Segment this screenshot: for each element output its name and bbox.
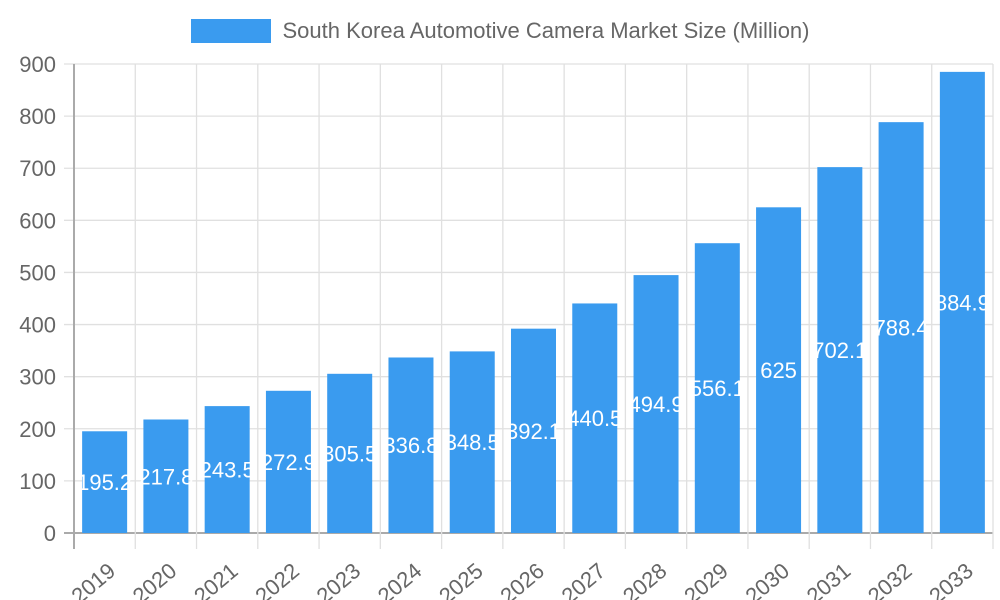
x-tick-label: 2020	[128, 558, 182, 600]
y-tick-label: 700	[19, 156, 56, 181]
x-tick-label: 2024	[373, 558, 427, 600]
legend-label: South Korea Automotive Camera Market Siz…	[282, 18, 810, 43]
bar-2025[interactable]	[449, 351, 495, 533]
x-tick-label: 2028	[618, 558, 672, 600]
data-label: 884.9	[935, 290, 990, 315]
y-tick-label: 0	[44, 521, 56, 546]
x-tick-label: 2032	[863, 558, 917, 600]
bar-2033[interactable]	[939, 71, 985, 533]
bar-2032[interactable]	[878, 122, 924, 533]
bar-2026[interactable]	[511, 328, 556, 533]
y-tick-label: 100	[19, 469, 56, 494]
y-tick-label: 200	[19, 417, 56, 442]
data-label: 702.1	[812, 338, 867, 363]
y-tick-label: 900	[19, 52, 56, 77]
x-tick-label: 2026	[495, 558, 549, 600]
data-label: 348.5	[445, 430, 500, 455]
bar-2027[interactable]	[572, 303, 618, 533]
data-labels: 195.2 217.8 243.5 272.9 305.5 336.8 348.5 392.1…	[77, 290, 990, 495]
bar-2021[interactable]	[204, 406, 250, 533]
legend-swatch[interactable]	[190, 19, 271, 43]
x-tick-label: 2029	[679, 558, 733, 600]
data-label: 625	[760, 358, 797, 383]
bar-2022[interactable]	[265, 390, 311, 533]
x-tick-label: 2027	[557, 558, 611, 600]
data-label: 217.8	[138, 464, 193, 489]
data-label: 440.5	[567, 406, 622, 431]
bar-2028[interactable]	[633, 275, 679, 533]
x-tick-label: 2021	[189, 558, 243, 600]
y-tick-label: 500	[19, 260, 56, 285]
bar-2020[interactable]	[143, 419, 189, 533]
chart-legend: South Korea Automotive Camera Market Siz…	[0, 18, 1000, 44]
data-label: 305.5	[322, 441, 377, 466]
y-tick-label: 400	[19, 313, 56, 338]
data-label: 494.9	[629, 392, 684, 417]
data-label: 195.2	[77, 470, 132, 495]
data-label: 788.4	[874, 316, 929, 341]
bar-2023[interactable]	[327, 373, 373, 533]
data-label: 243.5	[200, 458, 255, 483]
x-tick-label: 2022	[250, 558, 304, 600]
data-label: 556.1	[690, 376, 745, 401]
bar-2029[interactable]	[694, 243, 740, 533]
y-tick-label: 800	[19, 104, 56, 129]
bar-2030[interactable]	[756, 207, 802, 534]
bars	[82, 71, 985, 534]
x-tick-label: 2025	[434, 558, 488, 600]
data-label: 392.1	[506, 419, 561, 444]
y-tick-label: 300	[19, 365, 56, 390]
y-tick-label: 600	[19, 208, 56, 233]
x-tick-label: 2030	[740, 558, 794, 600]
bar-2031[interactable]	[817, 167, 863, 534]
x-tick-label: 2023	[312, 558, 366, 600]
data-label: 336.8	[383, 433, 438, 458]
x-tick-label: 2031	[802, 558, 856, 600]
x-tick-label: 2033	[924, 558, 978, 600]
bar-2024[interactable]	[388, 357, 434, 533]
data-label: 272.9	[261, 450, 316, 475]
x-tick-label: 2019	[67, 558, 121, 600]
bar-2019[interactable]	[82, 431, 128, 533]
